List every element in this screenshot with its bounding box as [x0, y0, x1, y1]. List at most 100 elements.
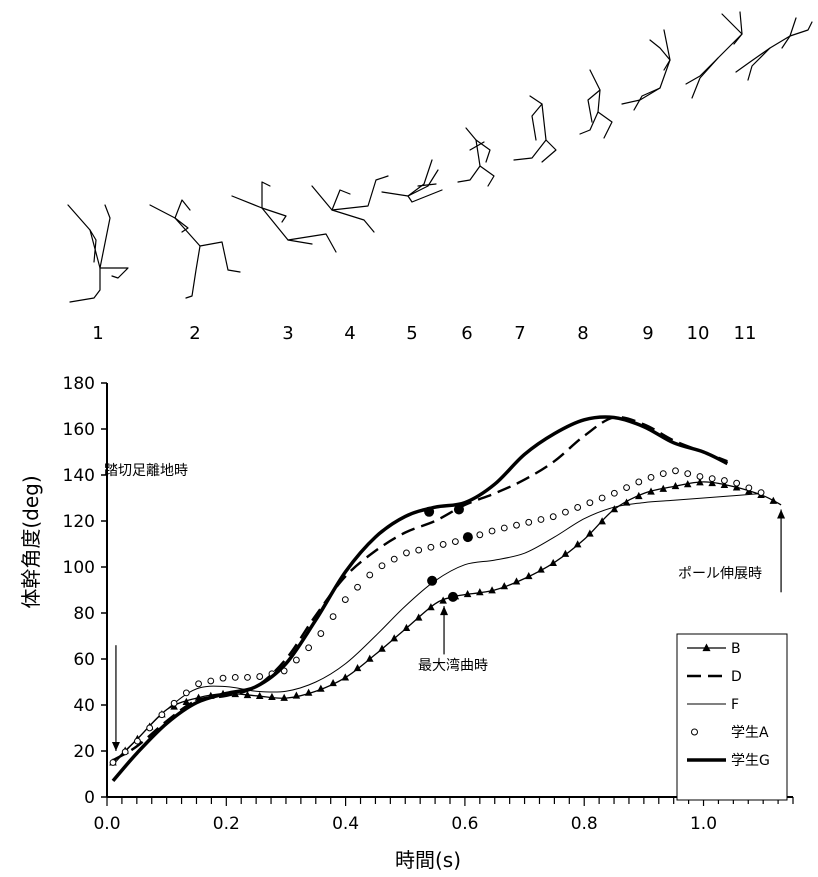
data-point: [635, 491, 643, 500]
data-point: [561, 549, 570, 557]
x-tick-label: 0.4: [332, 814, 359, 834]
y-tick-label: 160: [63, 420, 95, 440]
data-point: [745, 484, 753, 492]
y-tick-label: 40: [73, 696, 95, 716]
data-point: [733, 479, 741, 487]
data-point: [463, 589, 472, 598]
data-point: [610, 505, 619, 513]
frame-number-7: 7: [514, 323, 525, 344]
data-point: [427, 603, 435, 611]
data-point: [390, 634, 399, 642]
data-point: [329, 678, 337, 687]
data-point: [354, 583, 361, 591]
data-point: [488, 586, 496, 594]
series-line-F: [112, 492, 764, 766]
series-学生A: [109, 467, 765, 766]
data-point: [268, 692, 276, 700]
frame-number-9: 9: [642, 323, 653, 344]
legend-label: D: [731, 669, 742, 685]
data-point: [243, 690, 252, 699]
data-point: [721, 477, 728, 484]
key-point-markers: [424, 504, 473, 602]
legend-label: 学生A: [731, 725, 769, 741]
data-point: [146, 724, 154, 732]
data-point: [671, 482, 680, 490]
legend-label: B: [731, 641, 741, 657]
legend: BDF 学生A 学生G: [676, 633, 788, 801]
data-point: [598, 517, 606, 525]
data-point: [476, 588, 484, 596]
data-point: [341, 596, 349, 604]
legend-marker: [702, 643, 711, 652]
annotation-label: 踏切足離地時: [104, 462, 188, 479]
x-tick-label: 1.0: [690, 814, 717, 834]
data-point: [378, 644, 386, 652]
data-point: [195, 680, 202, 688]
frame-number-10: 10: [687, 323, 710, 344]
data-point: [182, 697, 191, 705]
data-point: [353, 664, 362, 672]
key-marker: [447, 591, 458, 602]
data-point: [427, 543, 435, 551]
data-point: [390, 555, 398, 563]
data-point: [732, 483, 741, 491]
y-axis-title: 体幹角度(deg): [19, 475, 43, 608]
series-F: [112, 492, 764, 766]
legend-marker: [691, 728, 698, 736]
stick-figure-5: [381, 159, 443, 203]
x-tick-label: 0.2: [213, 814, 240, 834]
data-point: [366, 571, 374, 579]
data-point: [586, 529, 594, 537]
data-point: [525, 518, 533, 526]
frame-number-1: 1: [92, 323, 103, 344]
data-point: [512, 577, 521, 585]
y-tick-label: 0: [84, 788, 95, 808]
x-tick-label: 0.6: [451, 814, 478, 834]
data-point: [622, 498, 631, 506]
stick-figure-3: [231, 181, 337, 253]
legend-label: F: [731, 697, 739, 713]
data-point: [696, 478, 704, 486]
data-point: [403, 549, 410, 557]
data-point: [598, 494, 606, 502]
data-point: [109, 759, 117, 766]
data-point: [610, 489, 618, 497]
data-point: [292, 691, 301, 699]
data-point: [304, 688, 313, 696]
annotation-arrow-head: [777, 509, 786, 519]
data-point: [329, 613, 337, 620]
annotation-label: ポール伸展時: [678, 566, 762, 582]
data-point: [720, 480, 729, 489]
data-point: [757, 489, 765, 496]
key-marker: [453, 504, 464, 515]
data-point: [524, 572, 533, 580]
stick-figure-11: [735, 17, 813, 81]
data-point: [414, 613, 423, 621]
series-D: [112, 415, 728, 762]
data-point: [488, 527, 496, 535]
data-point: [231, 689, 240, 698]
data-point: [255, 691, 264, 700]
data-point: [365, 654, 374, 662]
data-point: [623, 484, 630, 492]
key-marker: [424, 506, 435, 517]
frame-number-4: 4: [344, 323, 355, 344]
series-line-D: [112, 415, 728, 762]
series-line-学生G: [111, 415, 729, 783]
data-point: [134, 737, 141, 745]
data-point: [659, 484, 668, 492]
frame-number-3: 3: [282, 323, 293, 344]
data-point: [158, 711, 166, 719]
data-point: [451, 538, 459, 546]
stick-figure-1: [67, 204, 129, 303]
data-point: [378, 562, 386, 570]
data-point: [231, 674, 239, 681]
stick-figure-4: [311, 175, 389, 233]
data-point: [537, 565, 545, 573]
data-point: [256, 673, 264, 680]
data-point: [696, 473, 704, 480]
data-point: [415, 546, 423, 554]
stick-figure-6: [457, 127, 495, 187]
x-tick-label: 0.0: [93, 814, 120, 834]
